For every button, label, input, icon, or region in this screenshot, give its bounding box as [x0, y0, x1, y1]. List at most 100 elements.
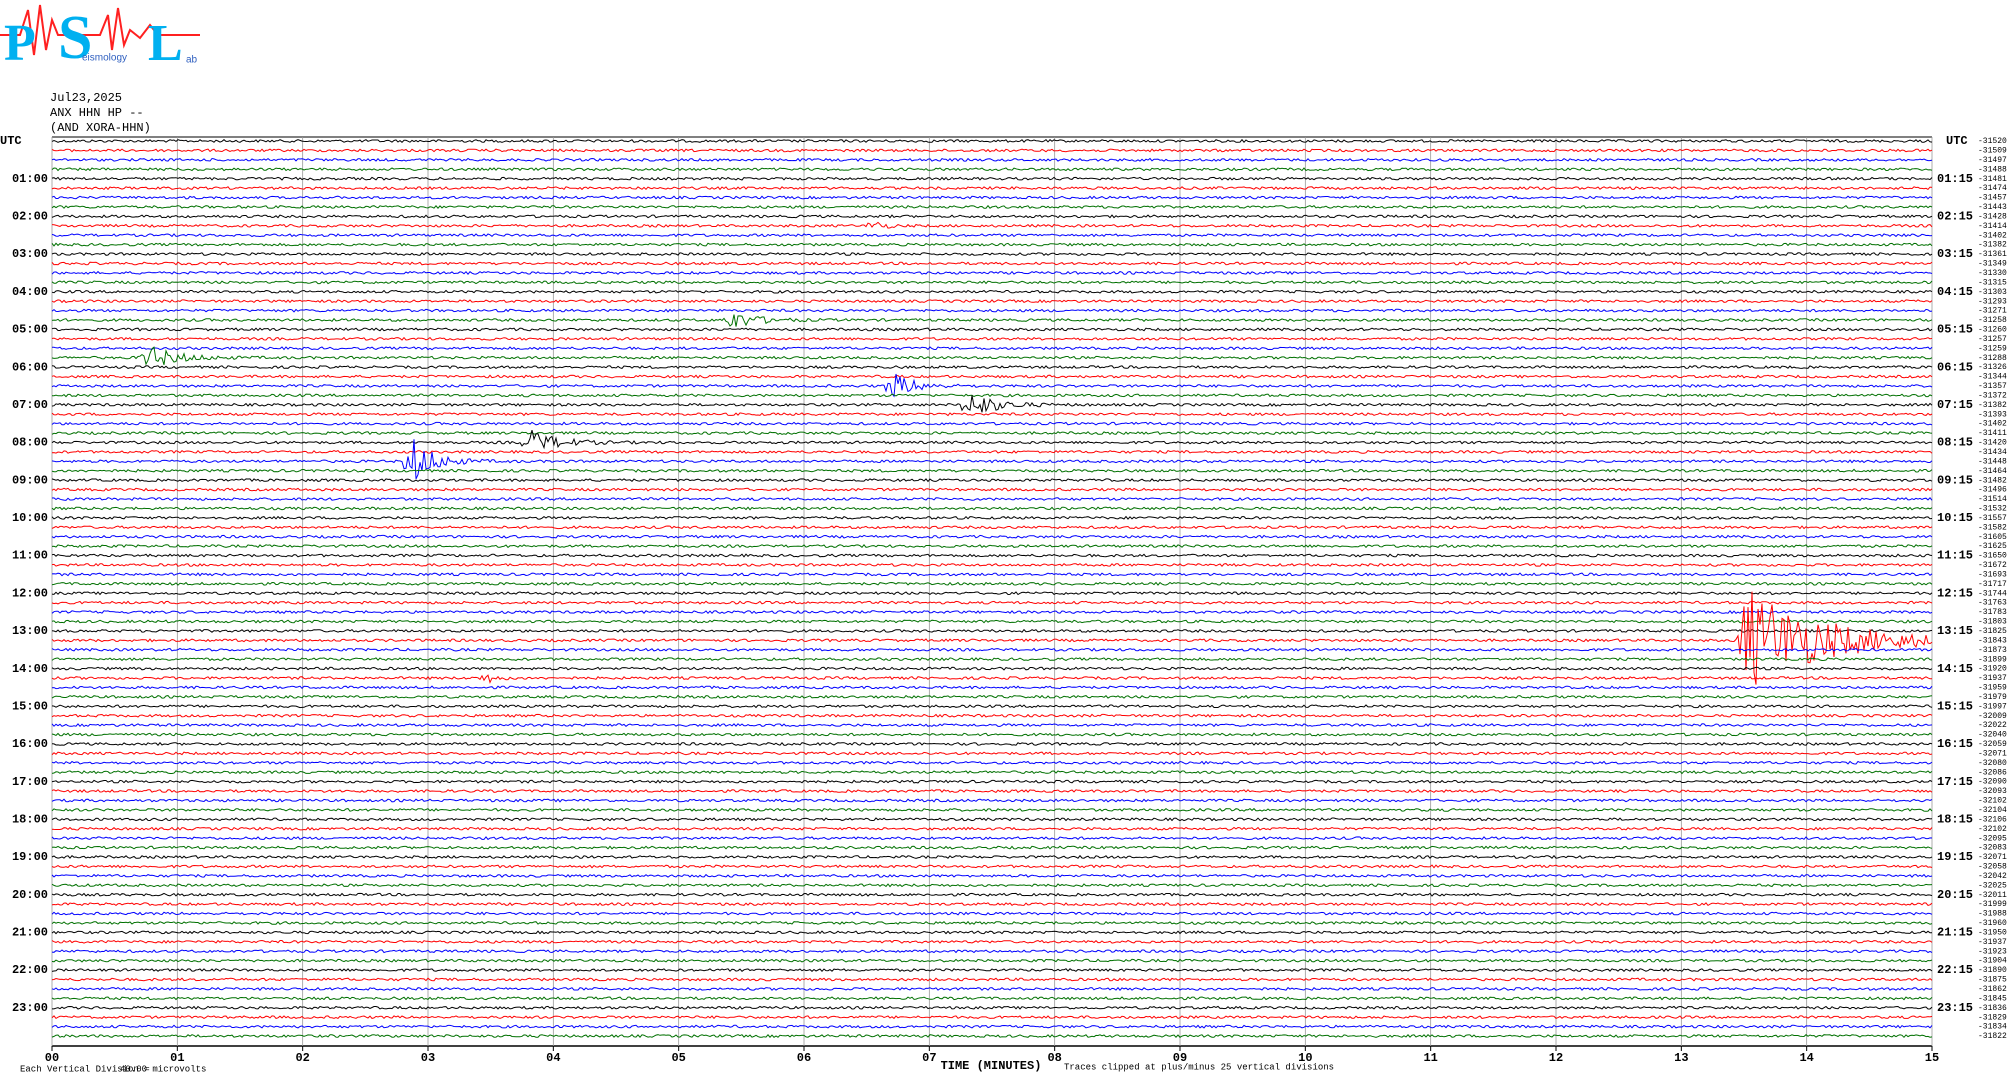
trace-offset: -31960 — [1978, 919, 2007, 928]
trace-offset: -31763 — [1978, 599, 2007, 608]
trace — [51, 308, 1933, 313]
trace-offset: -31259 — [1978, 344, 2007, 353]
trace — [51, 826, 1933, 831]
trace-offset: -32102 — [1978, 825, 2007, 834]
trace — [51, 657, 1933, 662]
clip-note: Traces clipped at plus/minus 25 vertical… — [1064, 1062, 1334, 1072]
trace — [51, 346, 1933, 366]
trace — [51, 817, 1933, 822]
trace — [51, 242, 1933, 247]
trace-offset: -31428 — [1978, 212, 2007, 221]
x-tick-label: 15 — [1925, 1051, 1939, 1065]
logo: P S eismology L ab — [0, 4, 200, 72]
x-tick-label: 14 — [1799, 1051, 1813, 1065]
x-tick-label: 02 — [295, 1051, 309, 1065]
hour-label-left: 16:00 — [12, 737, 48, 751]
trace — [51, 336, 1933, 341]
x-axis-title: TIME (MINUTES) — [941, 1059, 1042, 1073]
trace-offset: -31509 — [1978, 147, 2007, 156]
trace-offset: -31557 — [1978, 514, 2007, 523]
x-tick-label: 12 — [1549, 1051, 1563, 1065]
trace-offset: -31582 — [1978, 523, 2007, 532]
trace — [51, 412, 1933, 417]
trace-offset: -31520 — [1978, 137, 2007, 146]
hour-label-left: 11:00 — [12, 549, 48, 563]
hour-label-left: 01:00 — [12, 172, 48, 186]
trace — [51, 233, 1933, 238]
trace — [51, 431, 1933, 436]
trace — [51, 421, 1933, 426]
hour-label-right: 09:15 — [1937, 473, 1973, 487]
x-tick-label: 04 — [546, 1051, 560, 1065]
trace-offset: -31862 — [1978, 985, 2007, 994]
trace-offset: -31303 — [1978, 288, 2007, 297]
hour-label-right: 13:15 — [1937, 624, 1973, 638]
scale-note: Each Vertical Division = — [20, 1064, 150, 1074]
trace — [51, 760, 1933, 765]
trace-offset: -32080 — [1978, 759, 2007, 768]
trace-offset: -31474 — [1978, 184, 2007, 193]
trace — [51, 270, 1933, 276]
trace — [51, 949, 1933, 954]
trace — [51, 619, 1933, 624]
trace-offset: -31717 — [1978, 580, 2007, 589]
x-tick-label: 07 — [922, 1051, 936, 1065]
x-tick-label: 11 — [1423, 1051, 1437, 1065]
trace — [51, 647, 1933, 652]
trace-offset: -32086 — [1978, 768, 2007, 777]
hour-label-right: 04:15 — [1937, 285, 1973, 299]
utc-label-left: UTC — [0, 134, 22, 148]
trace — [51, 138, 1933, 143]
trace — [51, 600, 1933, 605]
trace — [51, 506, 1933, 511]
trace-offset: -31988 — [1978, 910, 2007, 919]
trace-offset: -32058 — [1978, 863, 2007, 872]
trace — [51, 327, 1933, 332]
trace-offset: -31402 — [1978, 420, 2007, 429]
trace-offset: -31937 — [1978, 938, 2007, 947]
trace-offset: -31693 — [1978, 570, 2007, 579]
trace — [51, 977, 1933, 982]
hour-label-right: 06:15 — [1937, 360, 1973, 374]
trace — [51, 939, 1933, 944]
trace-offset: -31481 — [1978, 175, 2007, 184]
trace — [51, 911, 1933, 916]
trace-offset: -31514 — [1978, 495, 2007, 504]
trace-offset: -31979 — [1978, 693, 2007, 702]
trace-offset: -31361 — [1978, 250, 2007, 259]
x-tick-label: 10 — [1298, 1051, 1312, 1065]
trace-offset: -31464 — [1978, 467, 2007, 476]
trace — [51, 996, 1933, 1001]
hour-label-right: 18:15 — [1937, 812, 1973, 826]
x-tick-label: 13 — [1674, 1051, 1688, 1065]
hour-label-right: 08:15 — [1937, 436, 1973, 450]
hour-label-left: 04:00 — [12, 285, 48, 299]
trace — [51, 204, 1933, 209]
hour-label-left: 02:00 — [12, 210, 48, 224]
trace-offset: -31875 — [1978, 976, 2007, 985]
hour-label-left: 08:00 — [12, 436, 48, 450]
trace — [51, 374, 1933, 379]
trace — [51, 373, 1933, 398]
trace — [51, 176, 1933, 181]
trace — [51, 1024, 1933, 1029]
trace-offset: -31344 — [1978, 373, 2007, 382]
trace — [51, 836, 1933, 841]
trace-offset: -32095 — [1978, 834, 2007, 843]
x-tick-label: 06 — [797, 1051, 811, 1065]
trace — [51, 214, 1933, 219]
trace-offset: -31834 — [1978, 1023, 2007, 1032]
trace — [51, 553, 1933, 558]
trace — [51, 1033, 1933, 1039]
trace-offset: -31904 — [1978, 957, 2007, 966]
trace-offset: -31414 — [1978, 222, 2007, 231]
trace — [51, 779, 1933, 784]
trace — [51, 365, 1933, 370]
hour-label-right: 14:15 — [1937, 662, 1973, 676]
trace-offset: -31443 — [1978, 203, 2007, 212]
trace — [51, 478, 1933, 483]
trace — [51, 741, 1933, 746]
trace — [51, 591, 1933, 685]
x-tick-label: 00 — [45, 1051, 59, 1065]
